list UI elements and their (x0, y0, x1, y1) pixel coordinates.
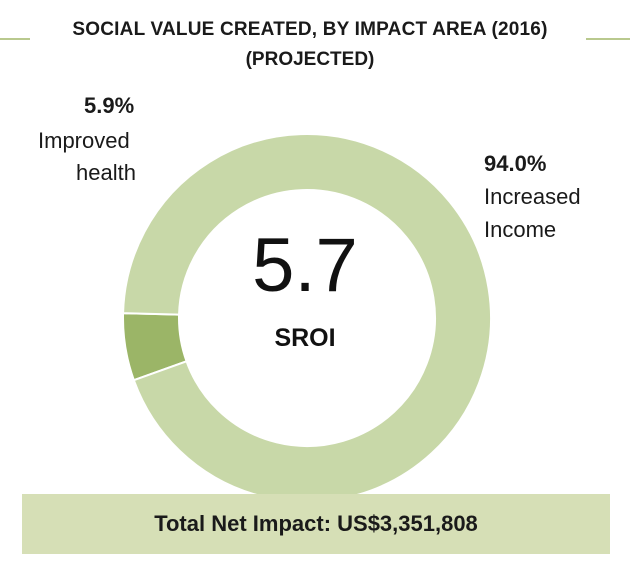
chart-title: SOCIAL VALUE CREATED, BY IMPACT AREA (20… (72, 19, 548, 40)
slice-label-increased-income-line2: Income (484, 217, 557, 242)
slice-label-improved-health-line2: health (76, 160, 136, 185)
donut-slices (122, 133, 492, 503)
slice-value-increased-income: 94.0% (484, 151, 547, 176)
chart-subtitle: (PROJECTED) (245, 49, 375, 70)
net-impact-box: Total Net Impact: US$3,351,808 (22, 494, 610, 554)
slice-label-improved-health-line1: Improved (38, 128, 130, 153)
net-impact-text: Total Net Impact: US$3,351,808 (154, 511, 478, 536)
slice-value-improved-health: 5.9% (84, 93, 135, 118)
chart-title-area: SOCIAL VALUE CREATED, BY IMPACT AREA (20… (0, 16, 630, 72)
sroi-value: 5.7 (252, 223, 358, 308)
slice-increased-income (122, 133, 492, 503)
slice-label-increased-income-line1: Increased (484, 184, 581, 209)
title-rule-right (586, 38, 630, 40)
sroi-label: SROI (274, 324, 336, 352)
title-rule-left (0, 38, 30, 40)
